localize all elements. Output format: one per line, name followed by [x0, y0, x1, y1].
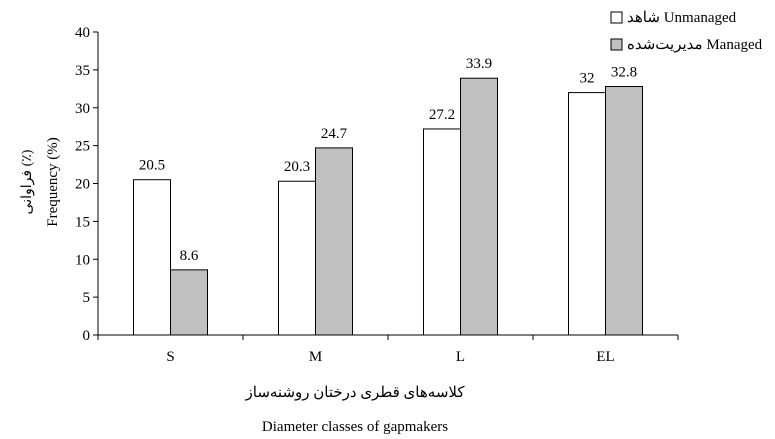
y-tick-label: 15	[75, 214, 90, 230]
data-label: 32	[580, 71, 595, 87]
y-tick-label: 35	[75, 63, 90, 79]
x-axis-title: Diameter classes of gapmakers	[262, 419, 448, 435]
legend-swatch	[610, 11, 623, 24]
y-tick-label: 30	[75, 101, 90, 117]
bar-managed	[315, 147, 353, 336]
x-tick-label: EL	[596, 349, 614, 365]
chart-data-labels: 20.5 20.3 27.2 32 8.6 24.7 33.9 32.8	[139, 56, 637, 264]
data-label: 20.3	[284, 159, 310, 175]
bar-unmanaged	[423, 128, 461, 336]
x-axis-title-persian: کلاسه‌های قطری درختان روشنه‌ساز	[245, 385, 466, 401]
y-tick-label: 20	[75, 177, 90, 193]
bar-unmanaged	[568, 92, 606, 336]
bar-managed	[460, 77, 498, 336]
y-tick-label: 25	[75, 139, 90, 155]
data-label: 8.6	[180, 248, 199, 264]
chart-legend: شاهد Unmanaged مدیریت‌شده Managed	[610, 10, 763, 53]
chart-axes: 0 5 10 15 20 25 30 35 40 S M L EL	[75, 25, 679, 365]
bar-unmanaged	[133, 179, 171, 336]
data-label: 33.9	[466, 56, 492, 72]
data-label: 27.2	[429, 107, 455, 123]
x-tick-label: M	[309, 349, 322, 365]
data-label: 24.7	[321, 126, 348, 142]
y-axis-title-persian: فراوانی (٪)	[20, 149, 35, 214]
legend-label: شاهد Unmanaged	[627, 10, 737, 26]
bar-managed	[170, 269, 208, 336]
legend-swatch	[610, 38, 623, 51]
legend-label: مدیریت‌شده Managed	[627, 37, 763, 53]
chart-bars	[133, 77, 643, 336]
y-tick-label: 40	[75, 25, 90, 41]
y-axis-title: Frequency (%)	[45, 137, 61, 227]
x-tick-label: L	[456, 349, 465, 365]
y-tick-label: 5	[83, 290, 91, 306]
y-tick-label: 0	[83, 328, 91, 344]
data-label: 32.8	[611, 65, 637, 81]
bar-managed	[605, 86, 643, 336]
bar-unmanaged	[278, 180, 316, 336]
y-tick-label: 10	[75, 252, 90, 268]
data-label: 20.5	[139, 158, 165, 174]
x-tick-label: S	[166, 349, 174, 365]
